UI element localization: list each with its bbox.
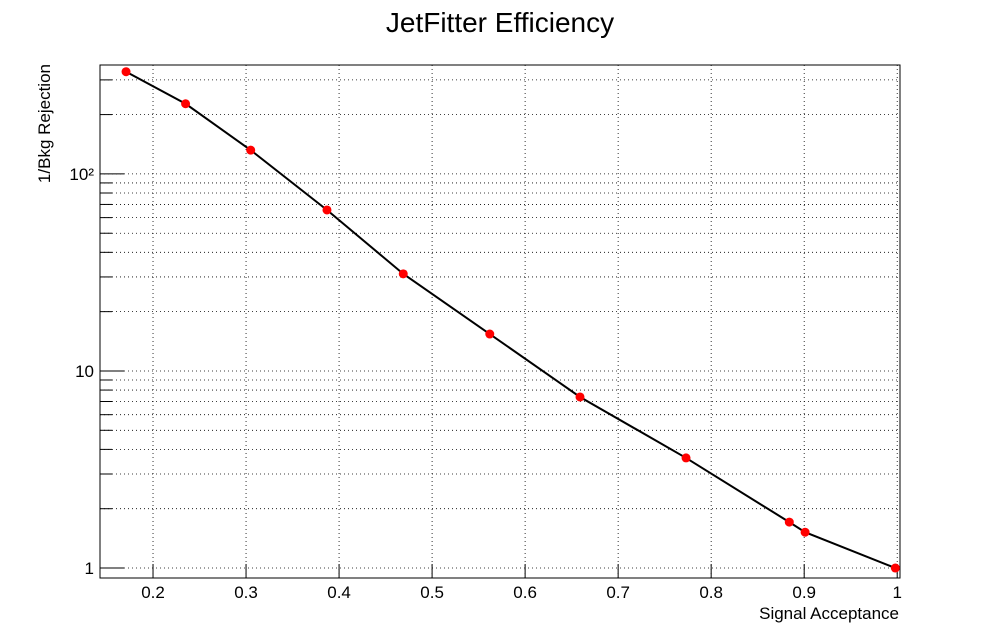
x-tick-label: 0.3 — [234, 583, 258, 602]
data-point — [322, 205, 332, 215]
y-tick-label: 10² — [69, 165, 94, 184]
x-tick-label: 0.6 — [513, 583, 537, 602]
x-tick-label: 0.8 — [699, 583, 723, 602]
x-tick-label: 0.7 — [606, 583, 630, 602]
plot-frame — [99, 64, 901, 579]
data-point — [121, 67, 131, 77]
data-point — [890, 563, 900, 573]
data-point — [681, 453, 691, 463]
y-tick-label: 10 — [75, 362, 94, 381]
x-tick-label: 0.4 — [327, 583, 351, 602]
data-point — [181, 99, 191, 109]
data-point — [246, 145, 256, 155]
x-axis-label: Signal Acceptance — [759, 604, 899, 623]
x-tick-label: 0.5 — [420, 583, 444, 602]
data-point — [800, 527, 810, 537]
x-tick-label: 1 — [892, 583, 901, 602]
chart-title: JetFitter Efficiency — [386, 7, 614, 38]
data-point — [784, 517, 794, 527]
y-axis-label: 1/Bkg Rejection — [35, 64, 54, 183]
x-tick-label: 0.2 — [141, 583, 165, 602]
data-point — [398, 269, 408, 279]
data-point — [575, 392, 585, 402]
data-point — [485, 329, 495, 339]
y-tick-label: 1 — [85, 559, 94, 578]
x-tick-label: 0.9 — [792, 583, 816, 602]
